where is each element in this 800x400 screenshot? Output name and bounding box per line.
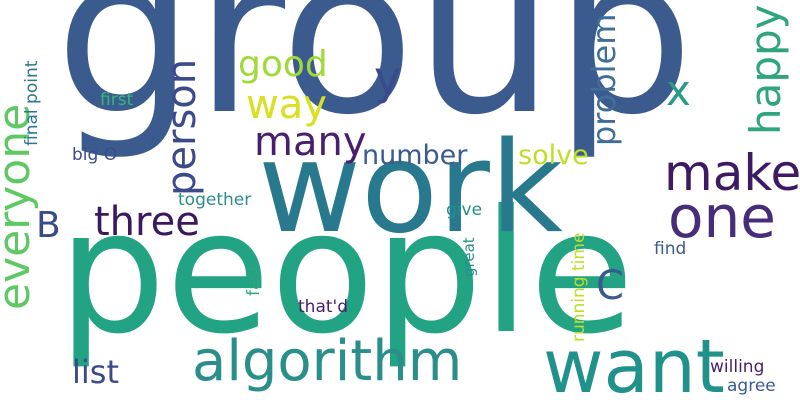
word-first: first — [100, 90, 134, 110]
word-good: good — [238, 44, 328, 85]
word-fast: fast — [244, 264, 264, 296]
word-way: way — [246, 82, 327, 128]
word-happy: happy — [741, 4, 790, 135]
word-solve: solve — [518, 140, 589, 171]
word-find: find — [654, 239, 687, 259]
word-make: make — [664, 144, 800, 202]
word-one: one — [668, 183, 776, 251]
word-together: together — [178, 190, 252, 210]
word-big-O: big O — [72, 145, 118, 165]
word-C: C — [596, 263, 624, 309]
word-y: y — [374, 51, 402, 105]
word-agree: agree — [727, 376, 776, 396]
word-thatd: that'd — [298, 297, 348, 317]
word-many: many — [254, 119, 367, 165]
word-three: three — [94, 199, 200, 245]
word-number: number — [362, 140, 468, 171]
word-list: list — [72, 353, 119, 391]
word-running-time: running time — [569, 232, 589, 342]
word-people: people — [58, 174, 635, 372]
word-algorithm: algorithm — [192, 329, 463, 394]
word-group: group — [55, 0, 694, 163]
word-problem: problem — [585, 13, 623, 146]
word-willing: willing — [710, 357, 765, 377]
word-work: work — [258, 114, 563, 261]
word-person: person — [159, 58, 205, 196]
word-B: B — [36, 205, 61, 246]
word-great: great — [460, 237, 478, 277]
word-give: give — [446, 200, 483, 220]
word-want: want — [543, 324, 725, 400]
word-x: x — [666, 66, 691, 115]
word-final-point: final point — [22, 60, 42, 146]
